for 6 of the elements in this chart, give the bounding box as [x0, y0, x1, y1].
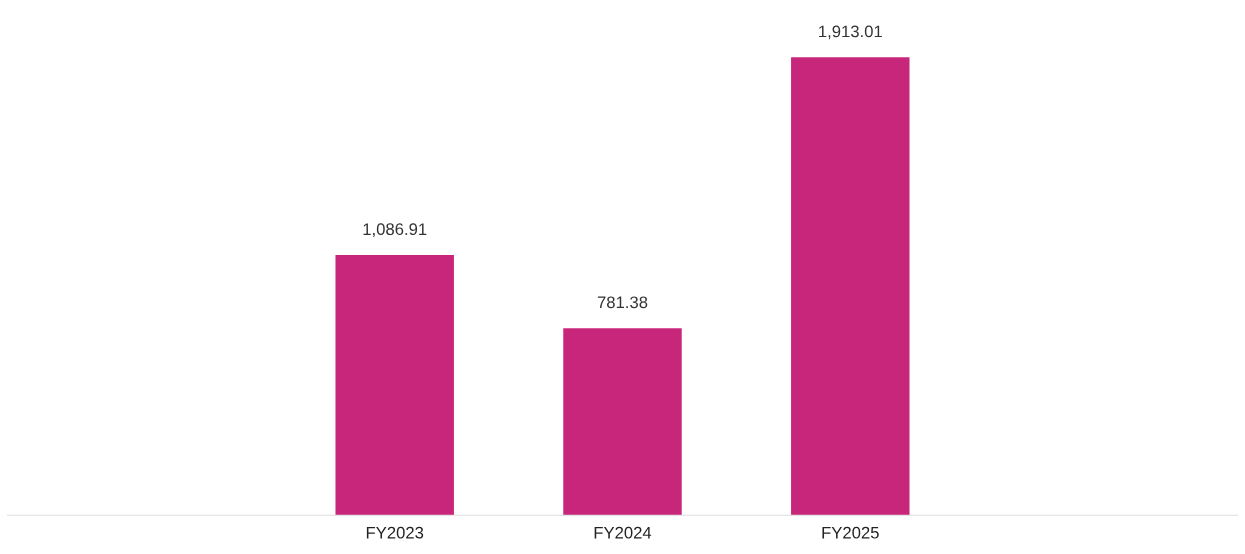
x-tick-label: FY2024: [594, 526, 652, 539]
x-tick-label: FY2023: [366, 526, 424, 539]
data-label: 1,086.91: [363, 223, 427, 238]
x-tick-label: FY2025: [822, 526, 879, 539]
data-label: 781.38: [597, 296, 648, 309]
data-label: 1,913.01: [819, 25, 882, 40]
